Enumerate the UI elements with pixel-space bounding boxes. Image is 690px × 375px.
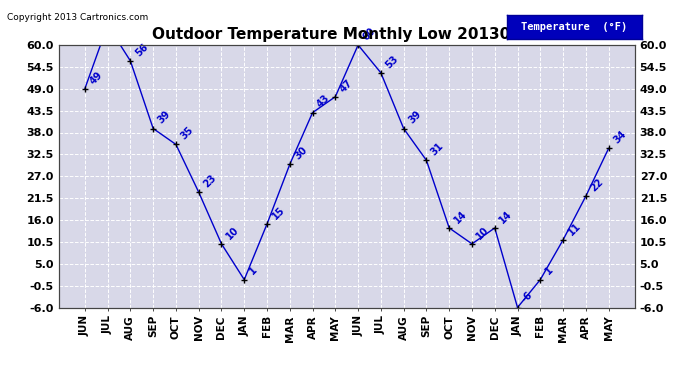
Text: 30: 30	[293, 145, 309, 162]
Text: 35: 35	[179, 125, 195, 142]
Text: Copyright 2013 Cartronics.com: Copyright 2013 Cartronics.com	[7, 13, 148, 22]
Text: 1: 1	[543, 265, 555, 277]
Text: 34: 34	[611, 129, 628, 146]
Text: 47: 47	[338, 77, 355, 94]
Text: 14: 14	[497, 209, 514, 225]
Text: 23: 23	[201, 173, 218, 189]
Title: Outdoor Temperature Monthly Low 20130603: Outdoor Temperature Monthly Low 20130603	[152, 27, 542, 42]
Text: 11: 11	[566, 220, 582, 237]
Text: 43: 43	[315, 93, 332, 110]
Text: 56: 56	[133, 42, 150, 58]
Text: 14: 14	[452, 209, 469, 225]
Text: 31: 31	[429, 141, 446, 158]
Text: 15: 15	[270, 205, 286, 221]
Text: 53: 53	[384, 54, 400, 70]
Text: 22: 22	[589, 177, 605, 194]
Text: 39: 39	[156, 109, 172, 126]
Text: 60: 60	[361, 26, 377, 42]
Text: -6: -6	[520, 290, 535, 305]
Text: 65: 65	[0, 374, 1, 375]
Text: 39: 39	[406, 109, 423, 126]
Text: 10: 10	[475, 225, 491, 241]
Text: Temperature  (°F): Temperature (°F)	[522, 22, 627, 32]
Text: 10: 10	[224, 225, 241, 241]
Text: 1: 1	[247, 265, 259, 277]
Text: 49: 49	[88, 69, 104, 86]
